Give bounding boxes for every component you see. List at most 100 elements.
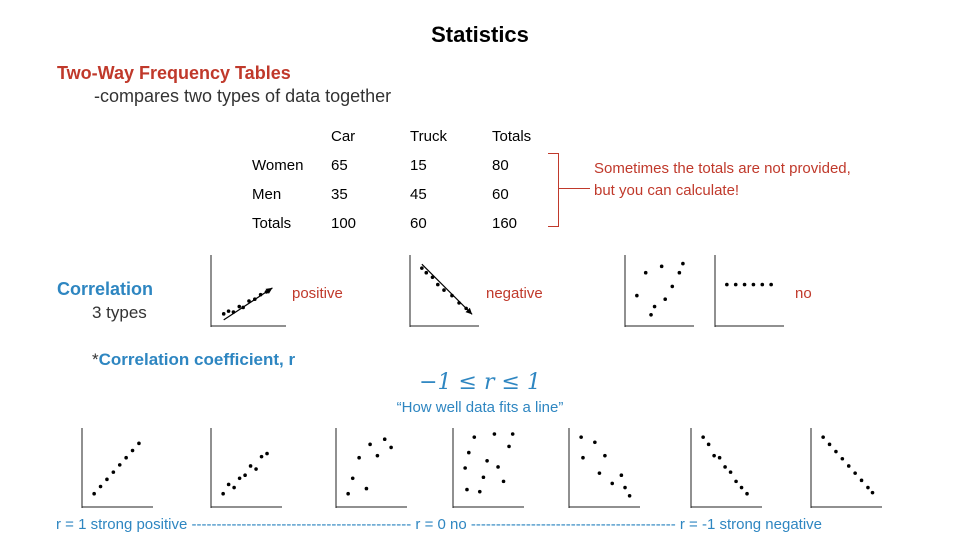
data-point [712,453,716,458]
plot-positive [210,255,286,327]
data-point [98,484,103,489]
coefficient-title: Correlation coefficient, r [98,350,296,369]
totals-note-line-1: Sometimes the totals are not provided, [594,160,851,177]
data-point [375,453,380,458]
data-point [221,312,226,316]
cell: 15 [410,157,427,174]
data-point [821,435,825,439]
data-point [840,456,845,461]
cell: 160 [492,215,518,232]
data-point [117,463,122,467]
data-point [382,437,387,441]
data-point [866,485,870,490]
cell: 100 [331,215,357,232]
data-point [130,448,135,453]
data-point [137,441,141,446]
page-title: Statistics [431,22,529,47]
data-point [733,282,738,287]
data-point [728,470,733,474]
data-point [111,470,116,474]
data-point [760,282,765,287]
data-point [745,491,749,496]
data-point [681,261,685,266]
data-point [232,485,236,490]
data-point [581,455,585,460]
data-point [226,309,231,313]
data-point [643,270,648,275]
two-way-subtitle: -compares two types of data together [94,86,392,106]
plot-no-b [714,255,784,327]
data-point [579,435,583,439]
data-point [751,282,756,287]
correlation-types: 3 types [92,303,147,322]
cell: 35 [331,186,348,203]
cell: 80 [492,157,509,174]
data-point [92,491,96,496]
coefficient-star: * [92,350,99,369]
data-point [853,471,857,475]
data-point [346,491,350,496]
data-point [496,465,500,469]
cell: 60 [410,215,427,232]
plot-r-1 [81,428,153,508]
data-point [254,467,258,471]
data-point [859,478,864,483]
plot-weak-negative [568,428,640,508]
data-point [593,440,597,445]
data-point [739,485,744,490]
trend-arrow-head [465,307,473,315]
data-point [834,449,838,454]
data-point [603,453,607,458]
totals-note-line-2: but you can calculate! [594,182,740,199]
data-point [247,299,251,303]
trend-arrow-head [265,287,273,294]
data-point [221,491,225,496]
data-point [827,442,832,447]
data-point [670,284,675,289]
data-point [870,490,875,495]
data-point [477,489,482,494]
data-point [663,297,667,302]
data-point [677,270,682,275]
cell: 65 [331,157,348,174]
data-point [481,475,486,480]
col-header-totals: Totals [492,128,532,145]
trend-arrow-line [223,287,273,321]
data-point [635,293,639,298]
data-point [846,464,851,468]
negative-label: negative [486,285,543,302]
data-point [226,482,231,487]
no-correlation-label: no [795,285,812,302]
data-point [725,282,729,287]
data-point [510,432,515,436]
data-point [742,282,747,287]
plot-no-a [624,255,694,327]
col-header-truck: Truck [410,128,447,145]
positive-label: positive [292,285,343,302]
plot-strong-negative [690,428,762,508]
data-point [265,451,269,456]
totals-note: Sometimes the totals are not provided, b… [594,158,904,202]
data-point [734,479,738,484]
data-point [652,304,657,309]
correlation-heading: Correlation [57,279,154,299]
data-point [350,476,355,481]
data-point [472,435,477,439]
cell: 60 [492,186,509,203]
data-point [610,481,615,486]
bracket-pointer [558,188,590,189]
data-point [501,479,506,484]
data-point [259,454,264,459]
data-point [467,450,471,455]
coefficient-quote: “How well data fits a line” [396,399,564,416]
data-point [463,466,467,470]
data-point [368,442,372,447]
data-point [701,435,705,439]
data-point [723,465,727,469]
data-point [248,464,253,468]
data-point [364,486,369,491]
data-point [424,270,429,275]
trend-arrow-line [421,263,473,315]
plot-r-0 [452,428,524,508]
data-point [485,459,489,463]
